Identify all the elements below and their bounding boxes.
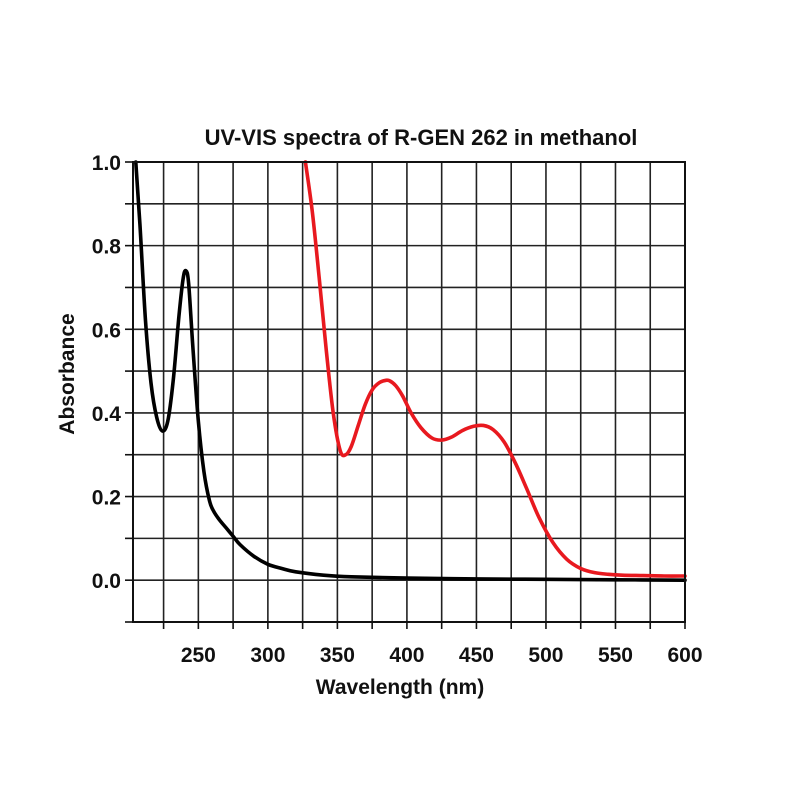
x-tick-label: 600 [667,644,702,667]
x-tick-label: 550 [598,644,633,667]
x-tick-label: 300 [250,644,285,667]
series-layer [133,160,687,582]
black-spectrum-line [133,160,687,582]
x-tick-label: 400 [389,644,424,667]
y-tick-label: 0.4 [92,403,122,426]
y-tick-label: 0.2 [92,487,121,510]
x-axis-ticks: 250 300 350 400 450 500 550 600 [162,622,703,667]
y-tick-label: 1.0 [92,152,121,175]
x-tick-label: 450 [459,644,494,667]
x-axis-label: Wavelength (nm) [316,676,484,699]
x-tick-label: 350 [320,644,355,667]
x-tick-label: 500 [528,644,563,667]
y-tick-label: 0.0 [92,570,121,593]
y-axis-label: Absorbance [56,313,79,434]
y-tick-label: 0.8 [92,236,122,259]
plot-frame [132,161,686,623]
y-axis-ticks: 0.0 0.2 0.4 0.6 0.8 1.0 [92,152,133,623]
red-spectrum-line [303,160,687,578]
grid [133,162,685,622]
y-tick-label: 0.6 [92,319,121,342]
chart-title: UV-VIS spectra of R-GEN 262 in methanol [205,125,638,150]
x-tick-label: 250 [181,644,216,667]
